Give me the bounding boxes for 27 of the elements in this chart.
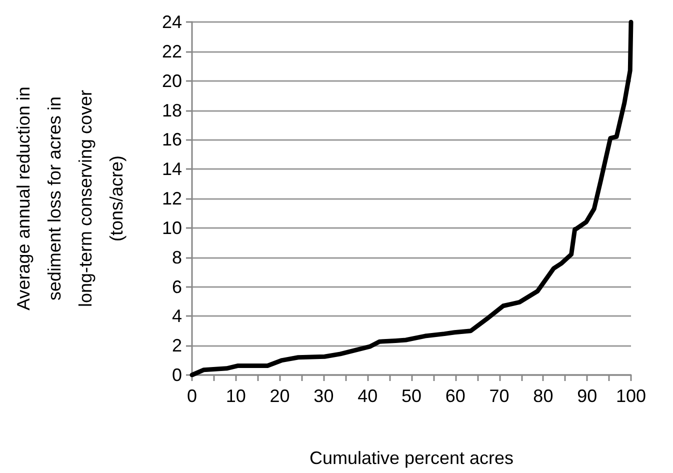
y-tick-label: 20 (162, 70, 182, 91)
x-axis-title: Cumulative percent acres (309, 448, 514, 468)
x-tick-label: 10 (226, 386, 246, 406)
y-tick-label: 12 (162, 188, 182, 208)
x-tick-label: 80 (533, 386, 554, 406)
y-axis-title: Average annual reduction in sediment loss for acres in long-term conserving cover (tons/acre) (14, 86, 126, 310)
x-tick-label: 40 (358, 386, 378, 406)
y-tick-label: 8 (172, 247, 182, 268)
y-tick-label: 0 (172, 365, 182, 385)
x-tick-label: 30 (314, 386, 334, 406)
x-tick-label: 20 (270, 386, 290, 406)
y-tick-label: 2 (172, 336, 182, 356)
line-series (190, 20, 634, 378)
y-tick-label: 6 (172, 276, 182, 297)
y-tick-label: 16 (162, 130, 182, 150)
x-tick-label: 60 (445, 386, 466, 406)
x-tick-label: 70 (489, 386, 510, 406)
x-tick-label: 0 (186, 386, 198, 406)
x-tick-label: 90 (577, 386, 598, 406)
x-tick-label: 50 (401, 386, 422, 406)
y-tick-label: 18 (162, 100, 182, 120)
x-tick-label: 100 (616, 386, 646, 406)
y-tick-label: 24 (162, 12, 182, 32)
y-tick-label: 10 (162, 218, 182, 238)
y-tick-label: 22 (162, 41, 182, 62)
y-tick-label: 4 (172, 306, 182, 326)
y-tick-label: 14 (162, 159, 182, 180)
